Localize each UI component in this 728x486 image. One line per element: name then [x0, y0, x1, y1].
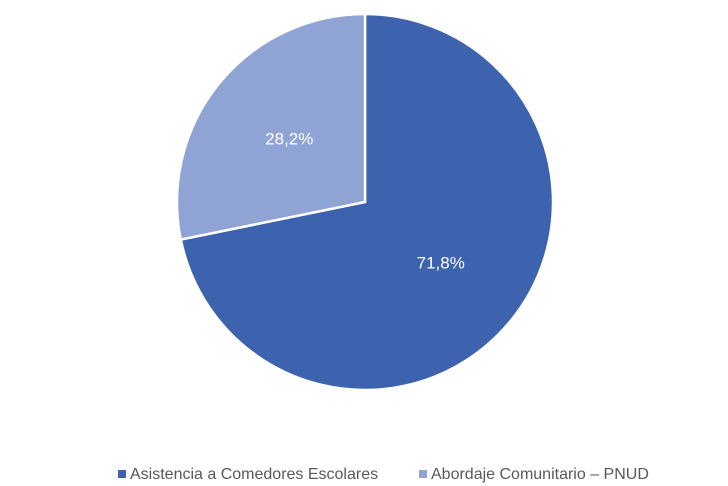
legend-label: Asistencia a Comedores Escolares: [130, 466, 378, 483]
pie-slice: [175, 12, 367, 242]
data-label: 28,2%: [265, 130, 313, 149]
legend-swatch: [419, 470, 427, 478]
legend-swatch: [118, 470, 126, 478]
legend-label: Abordaje Comunitario – PNUD: [431, 466, 649, 483]
pie-slice: [179, 12, 555, 392]
data-label: 71,8%: [417, 253, 465, 272]
